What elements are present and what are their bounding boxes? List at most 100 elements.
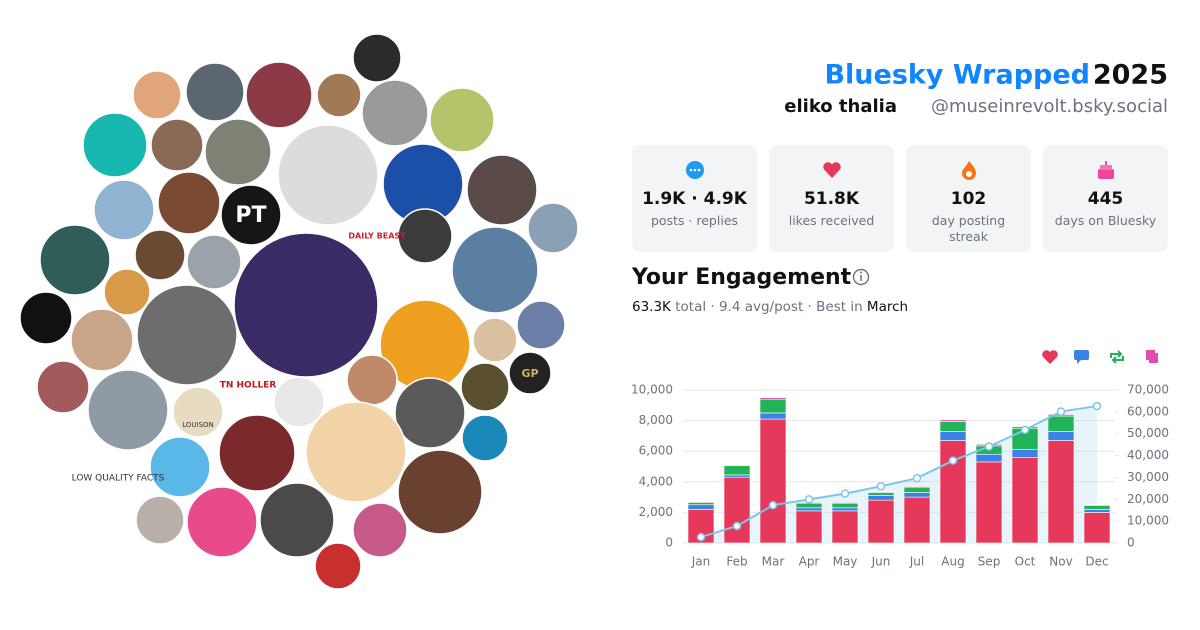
x-tick-label: Feb [726,555,747,569]
avatar [527,202,579,254]
avatar [361,79,429,147]
bar-segment [831,507,859,512]
y2-tick-label: 40,000 [1127,448,1169,462]
bar-segment [867,492,895,496]
bar-segment [903,492,931,498]
stat-value: 51.8K [803,189,860,209]
line-point [732,521,742,531]
bar-segment [1047,431,1075,441]
engagement-summary: 63.3K total · 9.4 avg/post · Best in Mar… [632,299,908,315]
bar-segment [687,502,715,506]
avatar [346,354,398,406]
bar-segment [723,474,751,478]
avatar [87,369,169,451]
avatar [352,33,402,83]
bar-segment [939,440,967,544]
stat-label: days on Bluesky [1054,213,1157,228]
legend-icon[interactable] [1074,350,1089,364]
avatar [218,414,296,492]
legend-icon[interactable] [1146,350,1158,363]
bar-segment [939,421,967,432]
avatar [136,284,238,386]
x-tick-label: May [833,555,858,569]
legend-icon[interactable] [1042,350,1058,364]
bar-segment [795,502,823,509]
title: Bluesky Wrapped [824,60,1090,91]
avatar [460,362,510,412]
handle: @museinrevolt.bsky.social [931,96,1168,117]
avatar [233,232,379,378]
bar-segment [1083,509,1111,513]
x-tick-label: Jul [909,555,924,569]
avatar [134,229,186,281]
avatar [516,300,566,350]
avatar-label: TN HOLLER [220,381,277,391]
display-name: eliko thalia [784,96,897,117]
y2-tick-label: 70,000 [1127,383,1169,397]
avatar [429,87,495,153]
legend-icon[interactable] [1110,350,1124,364]
y-tick-label: 4,000 [639,474,673,488]
x-tick-label: Jun [871,555,891,569]
x-tick-label: Oct [1015,555,1036,569]
avatar [273,376,325,428]
bar-segment [831,510,859,544]
y2-tick-label: 10,000 [1127,514,1169,528]
avatar-label: LOW QUALITY FACTS [72,474,165,484]
line-point [1092,401,1102,411]
avatar-label: LOUISON [182,421,214,429]
icon [822,162,841,178]
bar-segment [867,495,895,501]
bar-segment [939,431,967,441]
avatar [36,360,90,414]
avatar [356,215,398,257]
avatar [314,542,362,590]
x-tick-label: Dec [1085,555,1108,569]
stat-card: 102 day posting streak [906,145,1031,252]
section-title: Your Engagement [631,265,852,290]
bar-segment [867,491,895,493]
x-tick-label: Nov [1049,555,1072,569]
y-tick-label: 6,000 [639,444,673,458]
bar-segment [687,501,715,503]
y2-tick-label: 50,000 [1127,426,1169,440]
avatar [305,401,407,503]
bar-segment [867,499,895,544]
bar-segment [795,510,823,544]
avatar [220,184,282,246]
avatar [316,72,362,118]
bar-segment [903,496,931,544]
bar-segment [723,465,751,476]
bar-segment [1011,449,1039,458]
avatar [172,386,224,438]
bar-segment [759,412,787,420]
legend [1042,350,1158,364]
stat-value: 1.9K · 4.9K [642,189,747,209]
best-month: March [867,299,908,315]
bar-segment [1083,504,1111,506]
avatar [186,486,258,558]
bar-segment [1083,512,1111,544]
line-point [1056,407,1066,416]
x-tick-label: Aug [941,555,964,569]
icon [685,161,704,179]
line-point [696,532,706,542]
avatar [19,291,73,345]
avatar [93,179,155,241]
chart: 0 2,000 4,000 6,000 8,000 10,000 0 10,000 20,000… [631,383,1169,569]
avatar [82,112,148,178]
avatar-label: PT [235,203,266,228]
line-point [912,473,922,483]
line-point [804,495,814,504]
bar-segment [759,398,787,414]
info-icon[interactable] [852,268,870,286]
avatar [157,171,221,235]
bar-segment [1047,440,1075,544]
y2-tick-label: 30,000 [1127,470,1169,484]
bar-segment [903,486,931,493]
avatar-cluster: PT DAILY BEAST TN HOLLER LOUISON GP LOW QUALI… [19,33,579,590]
x-tick-label: Mar [762,555,785,569]
avatar [461,414,509,462]
